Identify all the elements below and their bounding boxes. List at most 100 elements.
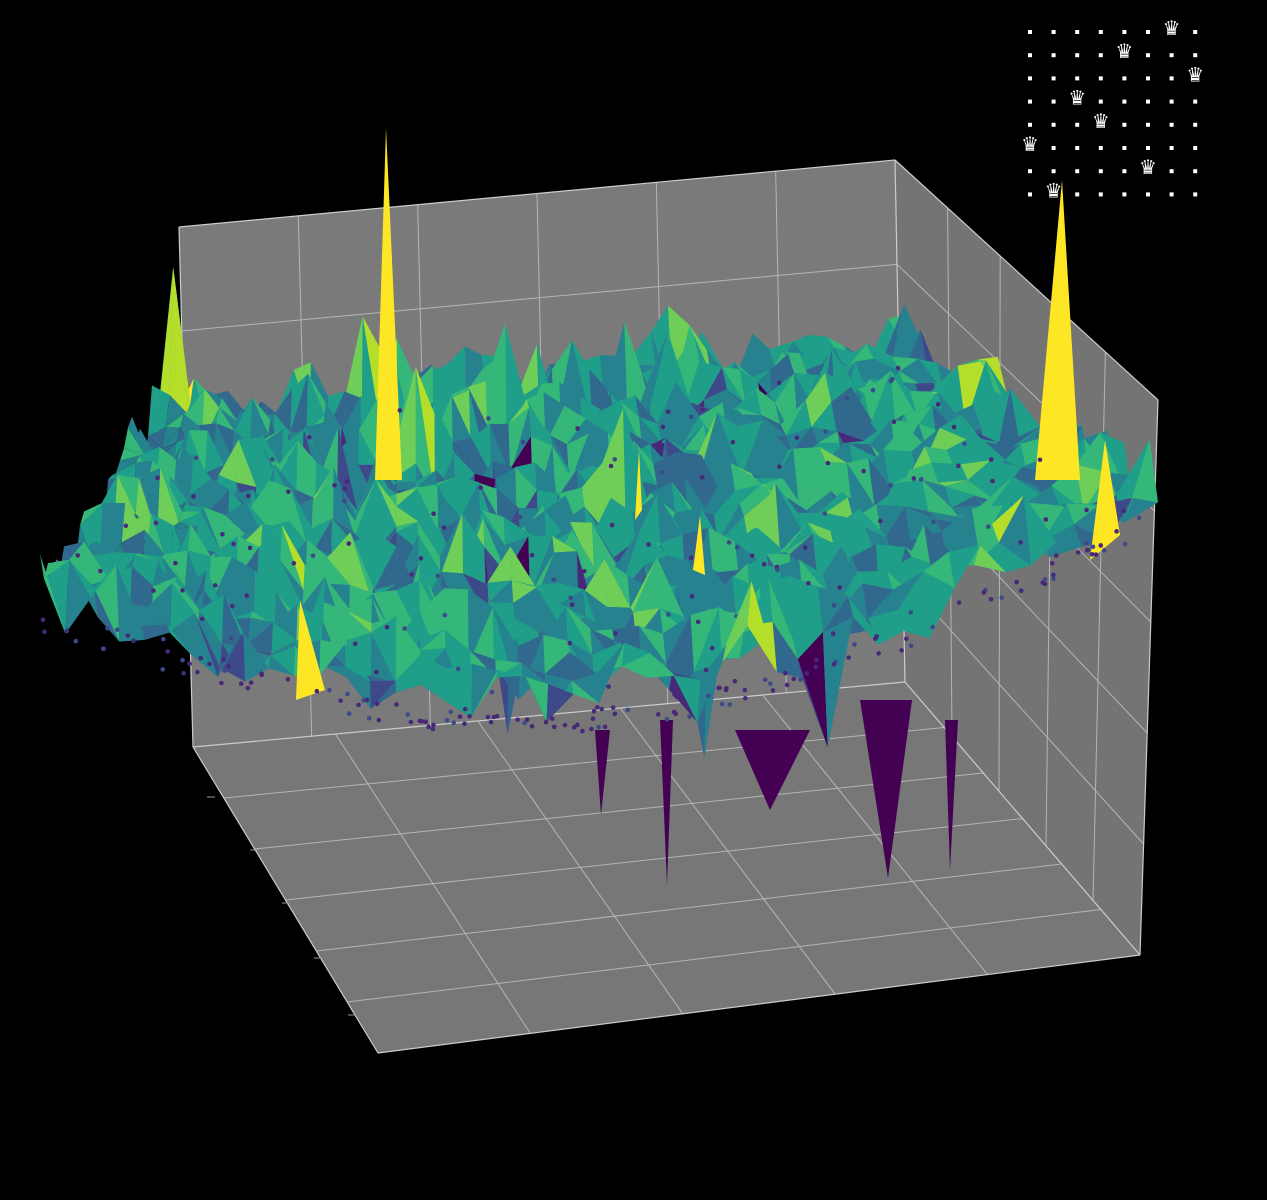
scatter-dot (794, 435, 800, 441)
surface-facet (148, 427, 166, 449)
surface-facet (520, 662, 547, 722)
scatter-dot (1098, 543, 1104, 548)
surface-facet (784, 522, 813, 552)
grid-line (181, 263, 898, 332)
surface-facet (218, 439, 239, 483)
surface-facet (90, 564, 117, 599)
scatter-dot (665, 409, 671, 415)
surface-facet (321, 665, 347, 677)
surface-facet (621, 653, 650, 678)
board-dot (1169, 169, 1174, 174)
scatter-dot (581, 568, 587, 574)
surface-facet (510, 407, 532, 476)
surface-facet (775, 483, 803, 552)
surface-facet (542, 495, 566, 512)
surface-facet (255, 570, 279, 616)
board-dot (1075, 76, 1080, 81)
surface-facet (496, 670, 523, 678)
scatter-dot (529, 723, 535, 729)
scatter-dot (1051, 576, 1056, 582)
surface-facet (727, 389, 751, 413)
surface-facet (699, 361, 722, 400)
scatter-dot (716, 685, 721, 691)
scatter-dot (1037, 457, 1043, 463)
surface-facet (707, 576, 736, 614)
surface-facet (737, 387, 762, 416)
surface-facet (873, 609, 904, 631)
scatter-dot (1084, 507, 1089, 513)
surface-facet (864, 370, 891, 424)
surface-facet (1099, 432, 1133, 506)
surface-facet (347, 598, 372, 643)
board-dot (1169, 192, 1174, 197)
board-dot (1122, 30, 1127, 34)
scatter-dot (659, 469, 665, 475)
surface-facet (876, 486, 906, 507)
surface-facet (396, 506, 418, 527)
surface-facet (717, 412, 743, 476)
surface-facet (967, 480, 998, 503)
surface-facet (693, 607, 723, 673)
scatter-dot (529, 552, 535, 558)
scatter-dot (1093, 552, 1099, 557)
scatter-dot (1084, 540, 1089, 546)
queen: ♛ (1163, 16, 1181, 40)
surface-trough (660, 720, 673, 885)
scatter-dot (344, 479, 350, 484)
surface-facet (139, 446, 160, 456)
surface-facet (354, 478, 376, 551)
surface-facet (515, 462, 537, 491)
scatter-dot (814, 657, 819, 663)
scatter-dot (228, 635, 234, 641)
surface-facet (641, 526, 668, 566)
board-dot (1146, 99, 1150, 104)
surface-facet (680, 416, 704, 449)
scatter-dot (346, 541, 352, 546)
scatter-dot (552, 724, 557, 730)
surface-facet (981, 476, 1013, 510)
surface-facet (278, 560, 303, 616)
surface-facet (721, 366, 746, 404)
surface-facet (124, 427, 144, 454)
surface-facet (731, 576, 761, 614)
scatter-dot (908, 643, 914, 649)
surface-facet (909, 462, 939, 483)
surface-facet (822, 557, 852, 594)
surface-facet (144, 624, 170, 640)
surface-facet (944, 486, 975, 508)
scatter-dot (98, 568, 103, 574)
scatter-dot (441, 525, 447, 530)
surface-facet (219, 398, 237, 422)
surface-facet (396, 488, 418, 521)
surface-facet (44, 559, 70, 634)
surface-facet (848, 596, 879, 645)
scatter-dot (1018, 540, 1023, 545)
surface-facet (268, 655, 295, 676)
surface-facet (938, 480, 968, 487)
surface-facet (543, 391, 565, 444)
surface-facet (967, 428, 998, 442)
scatter-dot (543, 719, 549, 725)
board-dot (1098, 76, 1103, 81)
surface-facet (735, 478, 762, 491)
surface-facet (699, 402, 723, 425)
surface-facet (694, 335, 717, 404)
scatter-dot (1121, 508, 1127, 514)
surface-facet (531, 434, 553, 446)
scatter-dot (426, 724, 431, 730)
surface-facet (114, 552, 139, 556)
surface-facet (156, 267, 174, 439)
surface-facet (467, 589, 494, 664)
scatter-dot (596, 724, 601, 730)
surface-facet (952, 404, 982, 429)
surface-facet (40, 554, 66, 634)
surface-facet (187, 523, 211, 557)
surface-facet (327, 532, 351, 585)
surface-facet (194, 613, 220, 678)
surface-facet (371, 616, 396, 684)
scatter-dot (1090, 544, 1096, 550)
surface-facet (482, 510, 505, 546)
surface-facet (120, 448, 140, 461)
scatter-dot (180, 588, 185, 593)
box-edge (377, 954, 1141, 1054)
